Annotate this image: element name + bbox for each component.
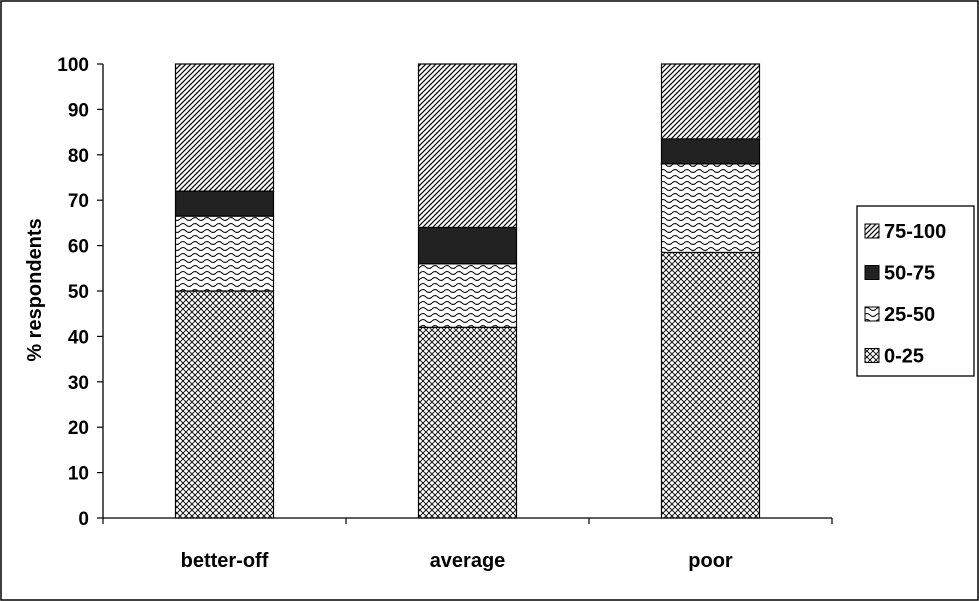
legend-label: 75-100 (884, 221, 946, 243)
bar-segment-50-75-better-off (174, 190, 275, 217)
y-tick-label: 10 (68, 464, 89, 485)
bar-segment-0-25-poor (660, 251, 761, 519)
bar-segment-25-50-average (417, 263, 518, 328)
x-tick-label: average (430, 550, 506, 572)
legend-label: 0-25 (884, 346, 924, 368)
legend: 75-100 50-75 25-50 0-25 (856, 205, 975, 377)
bar-segment-75-100-better-off (174, 63, 275, 192)
legend-label: 50-75 (884, 263, 935, 285)
legend-swatch-50-75 (864, 265, 880, 280)
y-tick-label: 0 (78, 509, 89, 530)
bar-segment-25-50-poor (660, 163, 761, 254)
y-tick-label: 20 (68, 418, 89, 439)
bar-segment-50-75-poor (660, 138, 761, 165)
y-tick-label: 80 (68, 146, 89, 167)
bar-segment-0-25-average (417, 326, 518, 519)
y-axis-label: % respondents (24, 218, 46, 361)
y-tick-label: 100 (57, 55, 89, 76)
y-tick-label: 40 (68, 327, 89, 348)
y-tick-label: 70 (68, 191, 89, 212)
bar-segment-75-100-poor (660, 63, 761, 140)
y-tick-label: 60 (68, 237, 89, 258)
y-tick-label: 90 (68, 100, 89, 121)
bar-segment-0-25-better-off (174, 290, 275, 519)
bar-segment-50-75-average (417, 226, 518, 265)
legend-label: 25-50 (884, 304, 935, 326)
bar-segment-75-100-average (417, 63, 518, 229)
x-tick-label: better-off (181, 550, 269, 572)
legend-swatch-25-50 (864, 306, 880, 322)
legend-swatch-0-25 (864, 348, 880, 363)
x-tick-label: poor (688, 550, 733, 572)
bar-segment-25-50-better-off (174, 215, 275, 292)
y-tick-label: 50 (68, 282, 89, 303)
y-tick-label: 30 (68, 373, 89, 394)
legend-swatch-75-100 (864, 223, 880, 239)
